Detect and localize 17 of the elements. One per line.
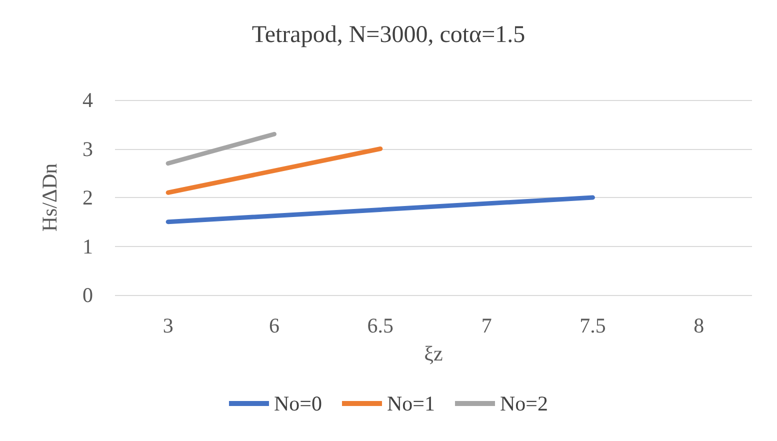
legend-label: No=1 (386, 392, 436, 416)
x-tick-label: 6 (269, 314, 280, 338)
legend-label: No=2 (500, 392, 548, 416)
x-tick-label: 6.5 (367, 314, 394, 338)
x-tick-label: 7.5 (580, 314, 606, 338)
chart-title: Tetrapod, N=3000, cotα=1.5 (252, 22, 526, 48)
y-tick-label: 3 (82, 136, 93, 161)
y-axis-title: Hs/ΔDn (38, 162, 62, 232)
y-tick-label: 4 (82, 88, 94, 112)
legend-label: No=0 (274, 392, 322, 416)
x-tick-label: 8 (694, 314, 704, 338)
x-tick-label: 7 (481, 314, 492, 338)
y-tick-label: 1 (82, 234, 93, 258)
y-tick-label: 0 (82, 283, 93, 307)
x-tick-label: 3 (162, 314, 174, 338)
x-axis-title: ξz (424, 342, 443, 366)
y-tick-label: 2 (82, 186, 93, 210)
